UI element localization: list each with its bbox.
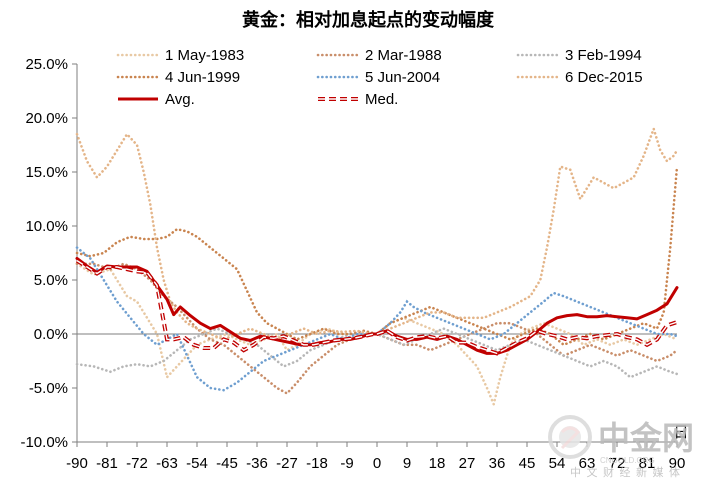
legend-label-4-jun-1999: 4 Jun-1999 xyxy=(165,69,240,86)
series-line-2-mar-1988 xyxy=(75,262,679,396)
x-tick-label: 81 xyxy=(639,455,656,472)
y-tick-label: -5.0% xyxy=(29,380,68,397)
x-tick-label: -63 xyxy=(156,455,178,472)
x-tick-label: -18 xyxy=(306,455,328,472)
y-tick-label: -10.0% xyxy=(20,434,68,451)
watermark-url: CNGOLD.ORG xyxy=(600,456,655,465)
x-tick-label: 90 xyxy=(669,455,686,472)
x-tick-label: 36 xyxy=(489,455,506,472)
x-tick-label: 9 xyxy=(403,455,411,472)
series-line-5-jun-2004 xyxy=(75,246,679,392)
x-tick-label: 27 xyxy=(459,455,476,472)
x-tick-label: 45 xyxy=(519,455,536,472)
watermark-logo: 中金网 CNGOLD.ORG 中 文 财 经 新 媒 体 xyxy=(548,415,694,479)
watermark-brand: 中金网 xyxy=(598,419,694,457)
y-tick-label: 5.0% xyxy=(34,272,68,289)
y-tick-label: 10.0% xyxy=(25,218,68,235)
series-line-med xyxy=(76,260,678,355)
x-tick-label: -81 xyxy=(96,455,118,472)
legend-label-3-feb-1994: 3 Feb-1994 xyxy=(565,47,642,64)
x-tick-label: -36 xyxy=(246,455,268,472)
series-line-3-feb-1994 xyxy=(75,327,679,379)
x-tick-label: 0 xyxy=(373,455,381,472)
x-tick-label: -72 xyxy=(126,455,148,472)
series-line-6-dec-2015 xyxy=(75,124,679,341)
axes: -10.0% -5.0% 0.0% 5.0% 10.0% 15.0% 20.0% 25.0% -… xyxy=(20,56,685,472)
watermark-emblem-icon xyxy=(548,415,592,459)
x-tick-label: -90 xyxy=(66,455,88,472)
x-tick-label: 63 xyxy=(579,455,596,472)
y-tick-label: 25.0% xyxy=(25,56,68,73)
legend-label-2-mar-1988: 2 Mar-1988 xyxy=(365,47,442,64)
x-tick-label: -45 xyxy=(216,455,238,472)
y-tick-label: 20.0% xyxy=(25,110,68,127)
legend-label-avg: Avg. xyxy=(165,91,195,108)
x-tick-label: -9 xyxy=(340,455,353,472)
x-tick-label: 72 xyxy=(609,455,626,472)
series-layer xyxy=(75,124,679,409)
y-tick-label: 15.0% xyxy=(25,164,68,181)
watermark-tagline: 中 文 财 经 新 媒 体 xyxy=(570,465,681,479)
y-tick-label: 0.0% xyxy=(34,326,68,343)
legend-label-6-dec-2015: 6 Dec-2015 xyxy=(565,69,643,86)
legend-label-med: Med. xyxy=(365,91,398,108)
x-axis-unit: 日 xyxy=(673,423,688,441)
legend-label-5-jun-2004: 5 Jun-2004 xyxy=(365,69,440,86)
x-tick-label: -27 xyxy=(276,455,298,472)
x-tick-label: 18 xyxy=(429,455,446,472)
chart-title: 黄金：相对加息起点的变动幅度 xyxy=(242,9,495,31)
legend: 1 May-1983 2 Mar-1988 3 Feb-1994 4 Jun-1999… xyxy=(116,47,643,108)
x-tick-label: 54 xyxy=(549,455,566,472)
x-tick-label: -54 xyxy=(186,455,208,472)
legend-label-1-may-1983: 1 May-1983 xyxy=(165,47,244,64)
series-line-avg xyxy=(75,256,679,355)
